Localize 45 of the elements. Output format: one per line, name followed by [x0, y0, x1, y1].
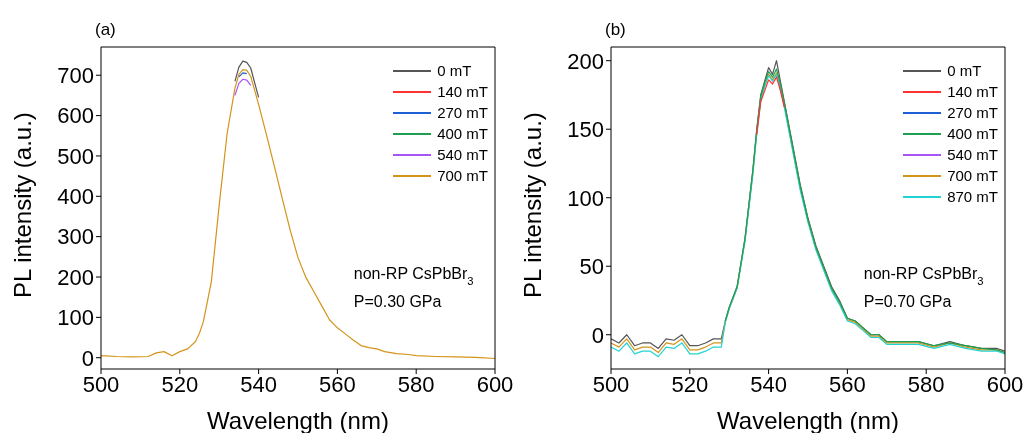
legend-label: 140 mT: [947, 82, 998, 101]
annotation: P=0.70 GPa: [863, 292, 952, 310]
y-tick-label: 700: [57, 63, 94, 89]
y-tick-label: 500: [57, 143, 94, 169]
legend-label: 700 mT: [437, 166, 488, 185]
y-tick-label: 600: [57, 103, 94, 129]
annotation: non-RP CsPbBr$_{3}$: [353, 264, 474, 287]
x-tick-label: 520: [671, 371, 709, 397]
legend-label: 0 mT: [947, 61, 982, 80]
legend-label: 870 mT: [947, 187, 998, 206]
y-tick-label: 200: [567, 48, 604, 74]
y-tick-label: 0: [81, 345, 94, 371]
y-axis-title: PL intensity (a.u.): [518, 112, 546, 298]
x-tick-label: 600: [476, 371, 514, 397]
legend-label: 270 mT: [437, 103, 488, 122]
legend-label: 540 mT: [437, 145, 488, 164]
x-tick-label: 580: [397, 371, 435, 397]
x-tick-label: 600: [986, 371, 1024, 397]
legend-label: 700 mT: [947, 166, 998, 185]
y-tick-label: 150: [567, 117, 604, 143]
legend-label: 400 mT: [437, 124, 488, 143]
chart-title: (a): [95, 20, 116, 40]
legend-label: 540 mT: [947, 145, 998, 164]
y-tick-label: 200: [57, 264, 94, 290]
y-tick-label: 50: [579, 254, 604, 280]
legend-label: 270 mT: [947, 103, 998, 122]
y-tick-label: 100: [57, 305, 94, 331]
x-tick-label: 540: [750, 371, 787, 397]
legend-label: 400 mT: [947, 124, 998, 143]
y-tick-label: 400: [57, 184, 94, 210]
legend-label: 0 mT: [437, 61, 472, 80]
y-tick-label: 0: [591, 322, 604, 348]
x-tick-label: 560: [829, 371, 866, 397]
y-axis-title: PL intensity (a.u.): [8, 112, 36, 298]
y-tick-label: 300: [57, 224, 94, 250]
legend-label: 140 mT: [437, 82, 488, 101]
x-tick-label: 580: [907, 371, 945, 397]
x-tick-label: 560: [319, 371, 356, 397]
chart-title: (b): [605, 20, 626, 40]
annotation: non-RP CsPbBr$_{3}$: [863, 264, 984, 287]
x-tick-label: 500: [82, 371, 120, 397]
y-tick-label: 100: [567, 185, 604, 211]
x-tick-label: 540: [240, 371, 277, 397]
annotation: P=0.30 GPa: [353, 292, 442, 310]
x-tick-label: 520: [161, 371, 199, 397]
